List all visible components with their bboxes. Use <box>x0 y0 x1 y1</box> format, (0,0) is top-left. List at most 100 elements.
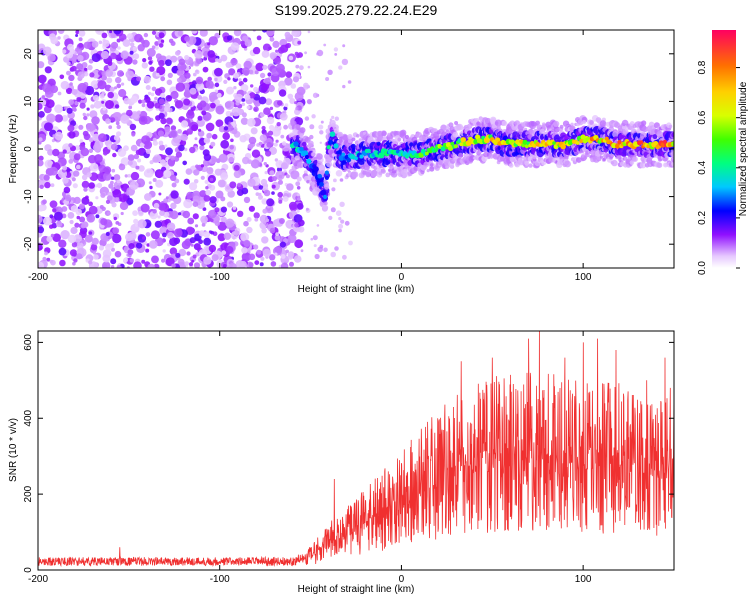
noise-blob <box>190 243 194 247</box>
noise-blob <box>203 237 212 246</box>
noise-blob <box>117 46 121 50</box>
noise-blob <box>158 59 165 67</box>
noise-blob <box>41 95 45 99</box>
colorbar-tick-label: 0.8 <box>697 60 708 74</box>
noise-blob <box>270 73 280 83</box>
noise-blob <box>230 58 238 66</box>
noise-blob <box>38 214 43 224</box>
noise-blob <box>42 199 47 205</box>
noise-blob <box>166 222 176 231</box>
noise-blob <box>52 134 56 138</box>
noise-blob <box>241 187 249 195</box>
noise-blob <box>129 258 135 263</box>
noise-blob <box>184 261 189 266</box>
noise-blob <box>283 124 288 130</box>
colorbar-gradient <box>712 30 736 268</box>
ridge-halo <box>632 156 638 162</box>
noise-blob <box>158 98 165 105</box>
ridge-halo <box>308 140 314 147</box>
noise-blob <box>102 254 111 263</box>
ridge-halo <box>582 120 587 124</box>
noise-blob <box>214 82 220 88</box>
noise-blob <box>189 87 197 95</box>
noise-blob <box>115 121 120 126</box>
noise-blob <box>136 76 142 82</box>
noise-blob <box>296 203 304 210</box>
noise-blob <box>141 99 146 104</box>
ridge-halo <box>316 153 323 160</box>
noise-blob <box>348 240 353 246</box>
noise-blob <box>261 236 269 244</box>
noise-blob <box>98 133 107 142</box>
noise-blob <box>299 65 304 71</box>
noise-blob <box>220 139 230 149</box>
noise-blob <box>133 53 140 60</box>
noise-blob <box>143 96 151 103</box>
noise-blob <box>82 112 87 117</box>
noise-blob <box>44 251 48 256</box>
noise-blob <box>267 72 272 77</box>
noise-blob <box>152 156 159 163</box>
noise-blob <box>142 39 150 48</box>
noise-blob <box>96 30 101 33</box>
noise-blob <box>297 197 301 201</box>
noise-blob <box>248 69 254 75</box>
noise-blob <box>78 37 83 42</box>
noise-blob <box>266 142 273 148</box>
colorbar-tick-label: 0.2 <box>697 211 708 225</box>
noise-blob <box>120 51 129 59</box>
noise-blob <box>98 245 104 251</box>
ridge-halo <box>320 170 325 175</box>
noise-blob <box>231 128 238 135</box>
noise-blob <box>144 168 154 178</box>
noise-blob <box>116 265 122 268</box>
noise-blob <box>67 43 74 51</box>
noise-blob <box>110 143 118 151</box>
noise-blob <box>230 112 234 116</box>
ridge-core <box>519 139 524 144</box>
noise-blob <box>141 259 146 264</box>
ridge-core <box>320 189 327 196</box>
colorbar-tick-label: 0.6 <box>697 110 708 124</box>
noise-blob <box>126 109 133 117</box>
noise-blob <box>59 259 66 267</box>
noise-blob <box>246 226 253 234</box>
noise-blob <box>100 50 110 60</box>
ridge-outer <box>652 134 658 140</box>
noise-blob <box>297 40 302 45</box>
noise-blob <box>233 30 242 37</box>
ridge-core <box>306 158 312 164</box>
noise-blob <box>133 218 139 224</box>
noise-blob <box>173 228 183 238</box>
noise-blob <box>116 38 121 43</box>
top-x-axis: -200 -100 0 100 <box>28 30 592 283</box>
noise-blob <box>86 123 95 132</box>
noise-blob <box>57 30 65 34</box>
ridge-halo <box>564 160 571 168</box>
x-tick-label: 0 <box>399 272 405 283</box>
noise-blob <box>170 155 176 161</box>
noise-blob <box>38 226 45 234</box>
noise-blob <box>339 178 344 182</box>
noise-blob <box>281 141 287 146</box>
noise-blob <box>294 222 299 228</box>
colorbar-tick-label: 0.0 <box>697 261 708 275</box>
noise-blob <box>216 92 222 98</box>
noise-blob <box>77 82 87 93</box>
noise-blob <box>214 99 220 106</box>
ridge-halo <box>564 155 569 160</box>
colorbar-label: Normalized spectral amplitude <box>738 81 749 216</box>
ridge-halo <box>380 168 386 174</box>
noise-blob <box>128 105 133 110</box>
noise-blob <box>157 215 161 219</box>
noise-blob <box>342 254 347 260</box>
ridge-core <box>293 141 299 147</box>
noise-blob <box>105 232 110 236</box>
noise-blob <box>141 62 148 69</box>
noise-blob <box>166 79 173 86</box>
noise-blob <box>285 71 293 78</box>
noise-blob <box>156 66 166 76</box>
noise-blob <box>201 110 207 116</box>
noise-blob <box>38 159 44 167</box>
noise-blob <box>341 58 349 66</box>
